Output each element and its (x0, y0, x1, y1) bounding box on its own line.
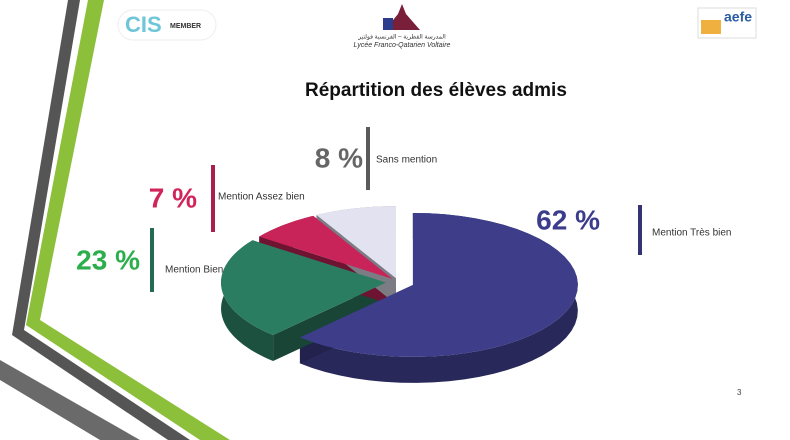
value-label: 62 % (536, 204, 600, 235)
slice-side (273, 282, 387, 362)
slice (221, 240, 387, 336)
cis-logo-member: MEMBER (170, 23, 201, 30)
value-label: 7 % (149, 182, 197, 213)
school-logo-icon (383, 18, 393, 30)
slice (299, 212, 578, 357)
category-label: Mention Très bien (652, 228, 732, 239)
slice (316, 206, 397, 279)
cis-logo-text: CIS (125, 12, 162, 37)
page-number: 3 (737, 388, 742, 397)
label-bar (211, 165, 215, 232)
slice-side (299, 212, 578, 383)
value-label: 8 % (315, 142, 363, 173)
school-logo-icon (385, 4, 420, 30)
decor-stripe (26, 0, 230, 440)
slice (259, 215, 393, 279)
cis-logo (117, 9, 217, 41)
label-bar (150, 228, 154, 292)
aefe-logo-text: aefe (724, 9, 752, 25)
school-name: Lycée Franco-Qatarien Voltaire (354, 42, 451, 49)
category-label: Sans mention (376, 155, 437, 166)
decor-stripe (0, 360, 140, 440)
chart-title: Répartition des élèves admis (305, 80, 567, 101)
value-label: 23 % (76, 244, 140, 275)
school-arabic: المدرسة القطرية – الفرنسية فولتير (357, 34, 446, 41)
category-label: Mention Bien (165, 265, 223, 276)
label-bar (366, 127, 370, 190)
labels: 62 % Mention Très bien 23 % Mention Bien 7 %… (76, 127, 732, 292)
pie (221, 206, 578, 383)
label-bar (638, 205, 642, 255)
aefe-logo-map (701, 20, 721, 34)
decor-stripe (12, 0, 190, 440)
category-label: Mention Assez bien (218, 192, 305, 203)
